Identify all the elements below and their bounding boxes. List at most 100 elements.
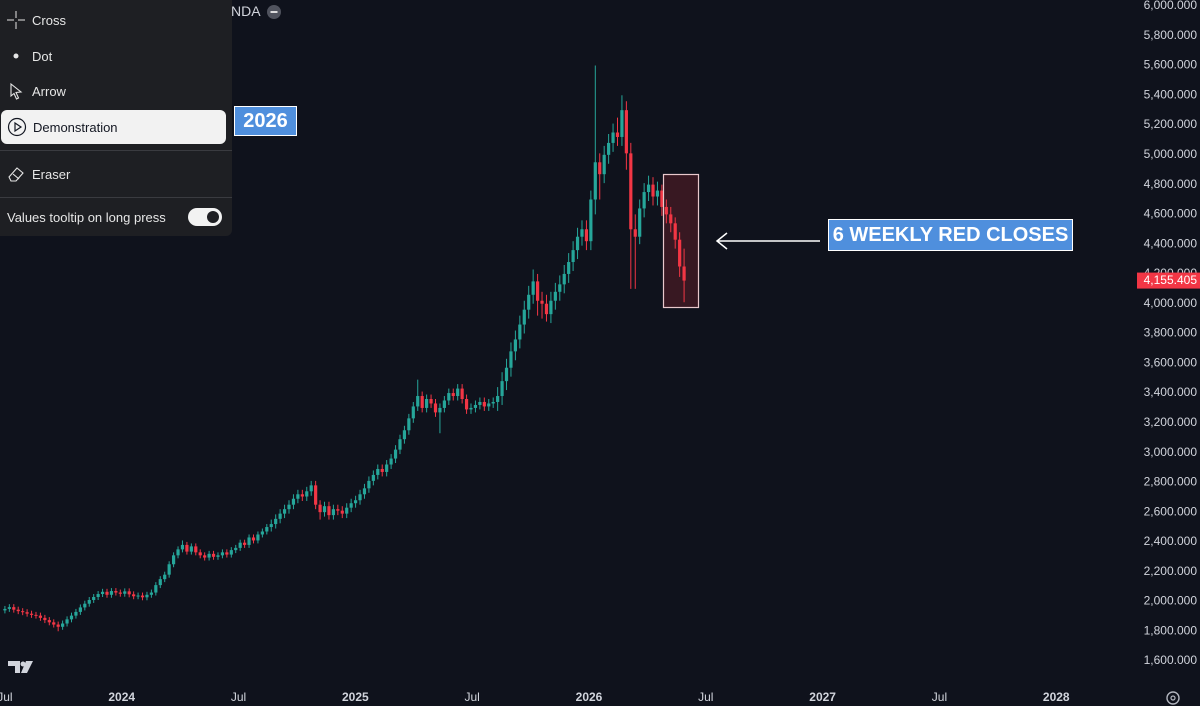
candle-body bbox=[123, 591, 127, 594]
candle-body bbox=[100, 591, 105, 595]
menu-label[interactable]: Demonstration bbox=[33, 119, 118, 135]
candle-body bbox=[509, 351, 513, 368]
candle-body bbox=[553, 291, 557, 301]
candle-body bbox=[7, 607, 11, 609]
x-tick-label: 2024 bbox=[108, 690, 135, 704]
candle-body bbox=[416, 396, 420, 407]
candle-body bbox=[420, 396, 424, 408]
candle-body bbox=[269, 524, 273, 528]
menu-item[interactable]: Dot bbox=[0, 39, 232, 73]
menu-label[interactable]: Arrow bbox=[32, 83, 66, 99]
dot-icon bbox=[13, 53, 19, 59]
candle-body bbox=[21, 611, 25, 613]
menu-item[interactable]: Cross bbox=[0, 3, 232, 37]
candle-body bbox=[385, 464, 389, 472]
candle-body bbox=[580, 229, 584, 237]
y-tick-label: 4,000.000 bbox=[1144, 296, 1198, 310]
menu-item[interactable]: Arrow bbox=[0, 74, 232, 108]
candle-body bbox=[411, 406, 415, 419]
candle-body bbox=[336, 509, 340, 511]
candle-body bbox=[349, 503, 353, 508]
menu-label[interactable]: Dot bbox=[32, 48, 53, 64]
eraser-icon bbox=[8, 167, 24, 182]
candle-body bbox=[504, 367, 509, 382]
candle-body bbox=[433, 403, 438, 413]
candle-body bbox=[265, 527, 269, 532]
candle-body bbox=[673, 223, 677, 240]
highlight-box bbox=[662, 173, 700, 309]
candle-body bbox=[278, 513, 282, 519]
candle-body bbox=[362, 488, 367, 495]
candle-body bbox=[469, 407, 473, 410]
icon-path bbox=[13, 53, 19, 59]
menu-label[interactable]: Eraser bbox=[32, 166, 71, 182]
candle-body bbox=[531, 281, 535, 295]
candle-body bbox=[52, 622, 56, 625]
candle-body bbox=[189, 546, 193, 552]
menu-item[interactable]: Eraser bbox=[0, 157, 232, 191]
candle-body bbox=[682, 266, 686, 281]
toggle-label[interactable]: Values tooltip on long press bbox=[7, 209, 166, 225]
separator bbox=[0, 197, 232, 198]
candle-body bbox=[593, 162, 597, 200]
candle-body bbox=[154, 585, 158, 593]
toggle-row[interactable]: Values tooltip on long press bbox=[7, 205, 222, 229]
y-tick-label: 3,400.000 bbox=[1144, 385, 1198, 399]
y-tick-label: 3,200.000 bbox=[1144, 415, 1198, 429]
annotation-label: 2026 bbox=[234, 106, 297, 136]
candle-body bbox=[376, 468, 380, 475]
candle-body bbox=[518, 324, 522, 340]
arrow-icon bbox=[10, 82, 23, 100]
candle-body bbox=[56, 624, 60, 627]
candle-body bbox=[96, 594, 100, 598]
candle-body bbox=[274, 518, 278, 525]
candle-body bbox=[43, 617, 47, 621]
candle-body bbox=[549, 300, 553, 315]
candle-body bbox=[447, 393, 451, 401]
icon-path bbox=[7, 11, 25, 29]
candle-body bbox=[487, 403, 491, 407]
candle-body bbox=[602, 154, 606, 175]
symbol-title: NDA bbox=[231, 3, 261, 19]
candle-body bbox=[629, 153, 633, 230]
y-tick-label: 2,600.000 bbox=[1144, 504, 1198, 518]
candle-body bbox=[522, 309, 526, 325]
candle-body bbox=[464, 399, 469, 410]
candle-body bbox=[496, 396, 500, 402]
candle-body bbox=[371, 474, 375, 481]
candle-body bbox=[340, 510, 344, 514]
toggle-switch[interactable] bbox=[188, 208, 222, 226]
menu-item[interactable]: Demonstration bbox=[1, 110, 226, 144]
arrow-head bbox=[715, 232, 728, 250]
candle-body bbox=[12, 607, 16, 610]
y-tick-label: 1,800.000 bbox=[1144, 623, 1198, 637]
y-tick-label: 4,400.000 bbox=[1144, 236, 1198, 250]
candle-body bbox=[615, 132, 620, 137]
menu-label[interactable]: Cross bbox=[32, 12, 66, 28]
gear[interactable] bbox=[1166, 691, 1180, 705]
candle-body bbox=[149, 592, 153, 595]
candle-body bbox=[171, 555, 176, 565]
candle-body bbox=[460, 388, 464, 400]
y-tick-label: 2,200.000 bbox=[1144, 564, 1198, 578]
candle-body bbox=[393, 449, 398, 459]
candle-body bbox=[287, 504, 291, 510]
collapse-icon[interactable] bbox=[266, 4, 282, 20]
candle-body bbox=[664, 206, 668, 215]
candle-body bbox=[300, 494, 304, 497]
candle-body bbox=[225, 552, 229, 555]
annotation-label: 6 WEEKLY RED CLOSES bbox=[828, 219, 1073, 251]
candle-body bbox=[251, 537, 256, 541]
candle-body bbox=[478, 401, 482, 405]
candle-body bbox=[327, 506, 331, 516]
x-tick-label: 2027 bbox=[809, 690, 836, 704]
gear-hub[interactable] bbox=[1170, 695, 1176, 701]
candle-body bbox=[163, 574, 167, 580]
candle-body bbox=[473, 404, 478, 408]
settings-icon[interactable] bbox=[1166, 691, 1180, 705]
candle-body bbox=[309, 485, 313, 492]
candle-body bbox=[238, 542, 242, 548]
candle-body bbox=[589, 199, 593, 242]
candle-body bbox=[633, 229, 637, 237]
